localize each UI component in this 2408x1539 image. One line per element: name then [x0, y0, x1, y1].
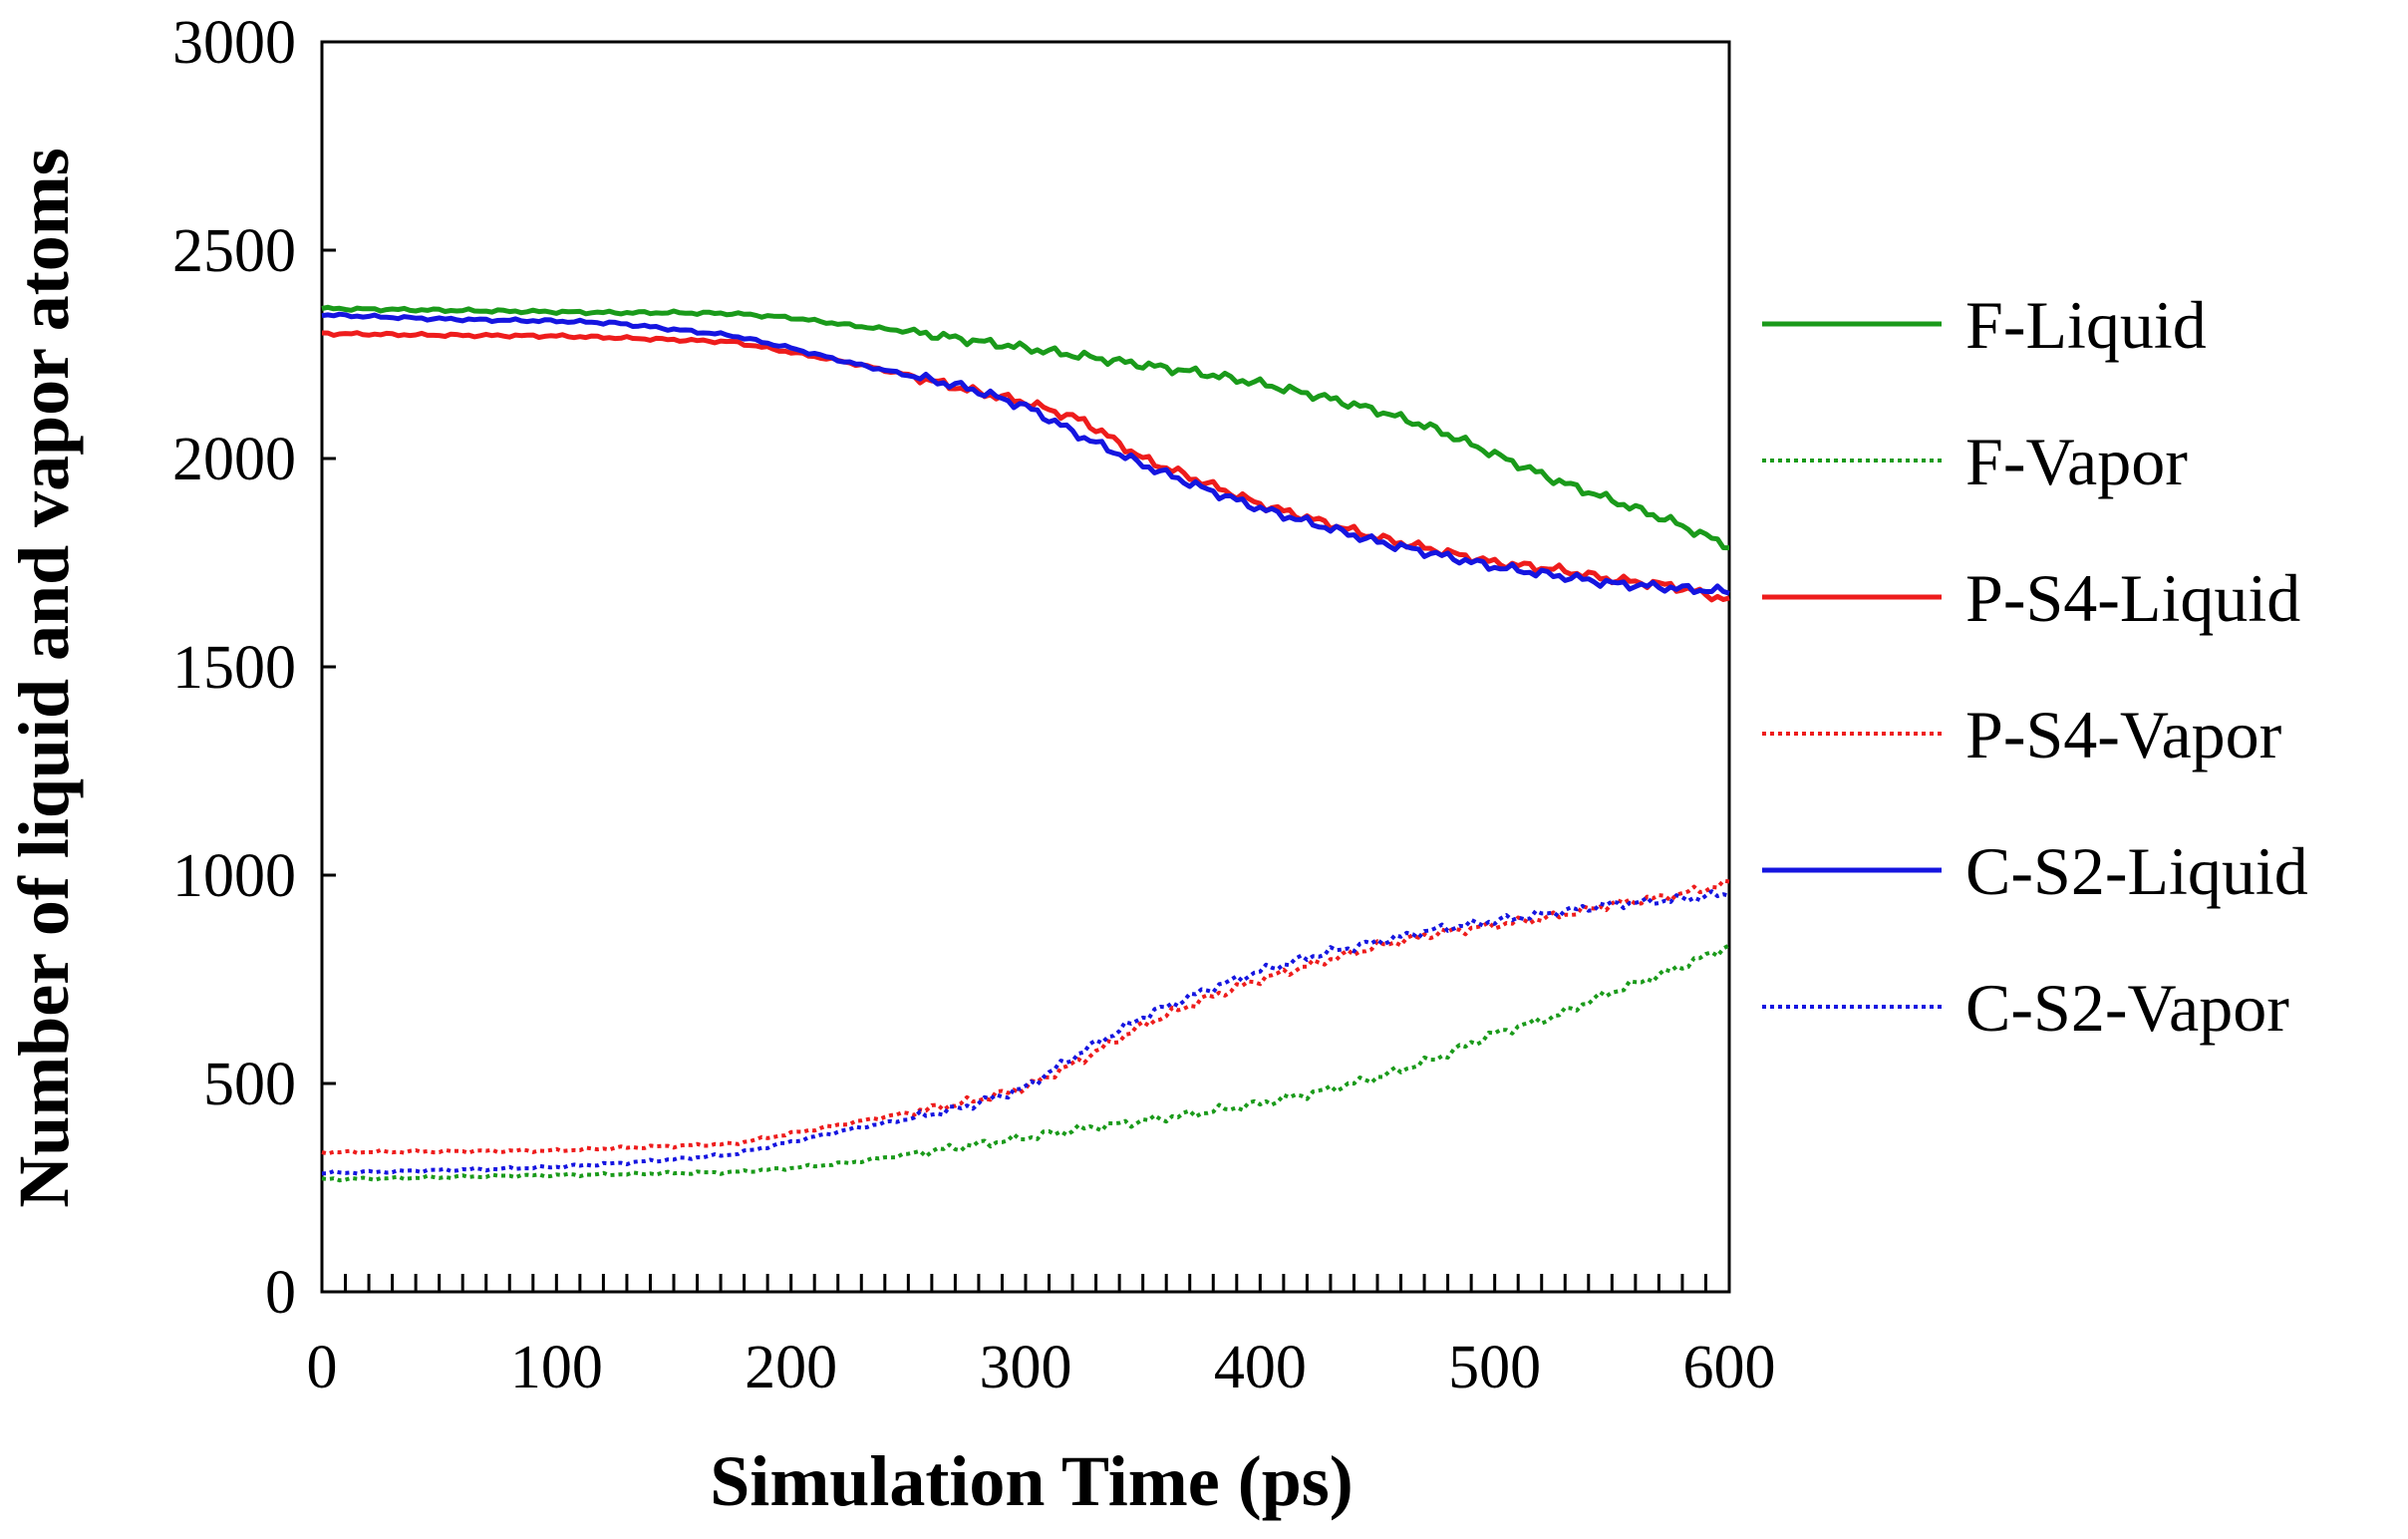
y-tick-label: 0 [265, 1259, 296, 1327]
series-line-c-s2-vapor [321, 889, 1730, 1176]
series-line-c-s2-liquid [321, 311, 1730, 596]
legend-label: F-Liquid [1965, 287, 2207, 363]
y-axis-title: Number of liquid and vapor atoms [4, 148, 84, 1208]
plot-frame [320, 40, 1731, 1294]
plot-area-border [320, 40, 1731, 1294]
x-tick-label: 600 [1683, 1334, 1776, 1401]
x-tick-label: 500 [1448, 1334, 1541, 1401]
y-tick-label: 2000 [172, 426, 296, 493]
x-tick-label: 200 [745, 1334, 837, 1401]
y-tick-label: 1000 [172, 842, 296, 910]
y-tick-label: 2500 [172, 217, 296, 285]
y-tick-label: 500 [203, 1051, 296, 1118]
x-tick-label: 0 [307, 1334, 338, 1401]
legend: F-Liquid F-Vapor P-S4-Liquid P-S4-Vapor C-S2… [1762, 287, 2308, 1046]
y-tick-label: 3000 [172, 9, 296, 77]
series-line-p-s4-vapor [321, 878, 1730, 1156]
series-line-f-liquid [321, 304, 1730, 551]
legend-label: P-S4-Liquid [1965, 560, 2300, 636]
legend-label: C-S2-Liquid [1965, 833, 2308, 909]
legend-label: C-S2-Vapor [1965, 970, 2289, 1046]
axis-ticks: 0 500 1000 1500 2000 2500 3000 0 100 200 300 400 500… [172, 9, 1776, 1401]
legend-label: P-S4-Vapor [1965, 697, 2282, 772]
x-tick-label: 300 [980, 1334, 1072, 1401]
x-tick-label: 400 [1214, 1334, 1307, 1401]
series-layer [321, 304, 1730, 1183]
y-tick-label: 1500 [172, 634, 296, 702]
series-line-f-vapor [321, 943, 1730, 1183]
x-axis-title: Simulation Time (ps) [710, 1441, 1353, 1521]
legend-label: F-Vapor [1965, 424, 2188, 499]
x-tick-label: 100 [510, 1334, 603, 1401]
